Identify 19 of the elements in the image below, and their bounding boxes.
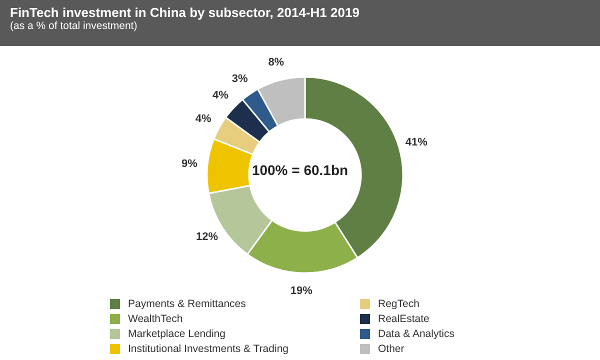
data-label: 41% [405,136,428,149]
data-label: 9% [182,158,198,170]
legend-label: RegTech [378,298,420,310]
legend-label: Data & Analytics [378,328,454,340]
data-label: 12% [196,231,218,244]
legend-label: Other [378,342,404,354]
legend-label: RealEstate [378,312,430,324]
data-label: 4% [195,113,212,126]
data-label: 4% [212,90,229,102]
legend-label: WealthTech [128,312,183,324]
chart-title: FinTech investment in China by subsector, 2014-H1 2019 [10,5,360,20]
data-label: 3% [232,73,248,86]
data-label: 19% [290,284,313,297]
legend-label: Institutional Investments & Trading [128,342,288,354]
data-label: 8% [268,56,284,69]
chart-subtitle: (as a % of total investment) [10,20,138,32]
legend-label: Payments & Remittances [128,298,246,310]
text: 100% = 60.1bn [252,162,348,178]
legend-label: Marketplace Lending [128,328,226,340]
